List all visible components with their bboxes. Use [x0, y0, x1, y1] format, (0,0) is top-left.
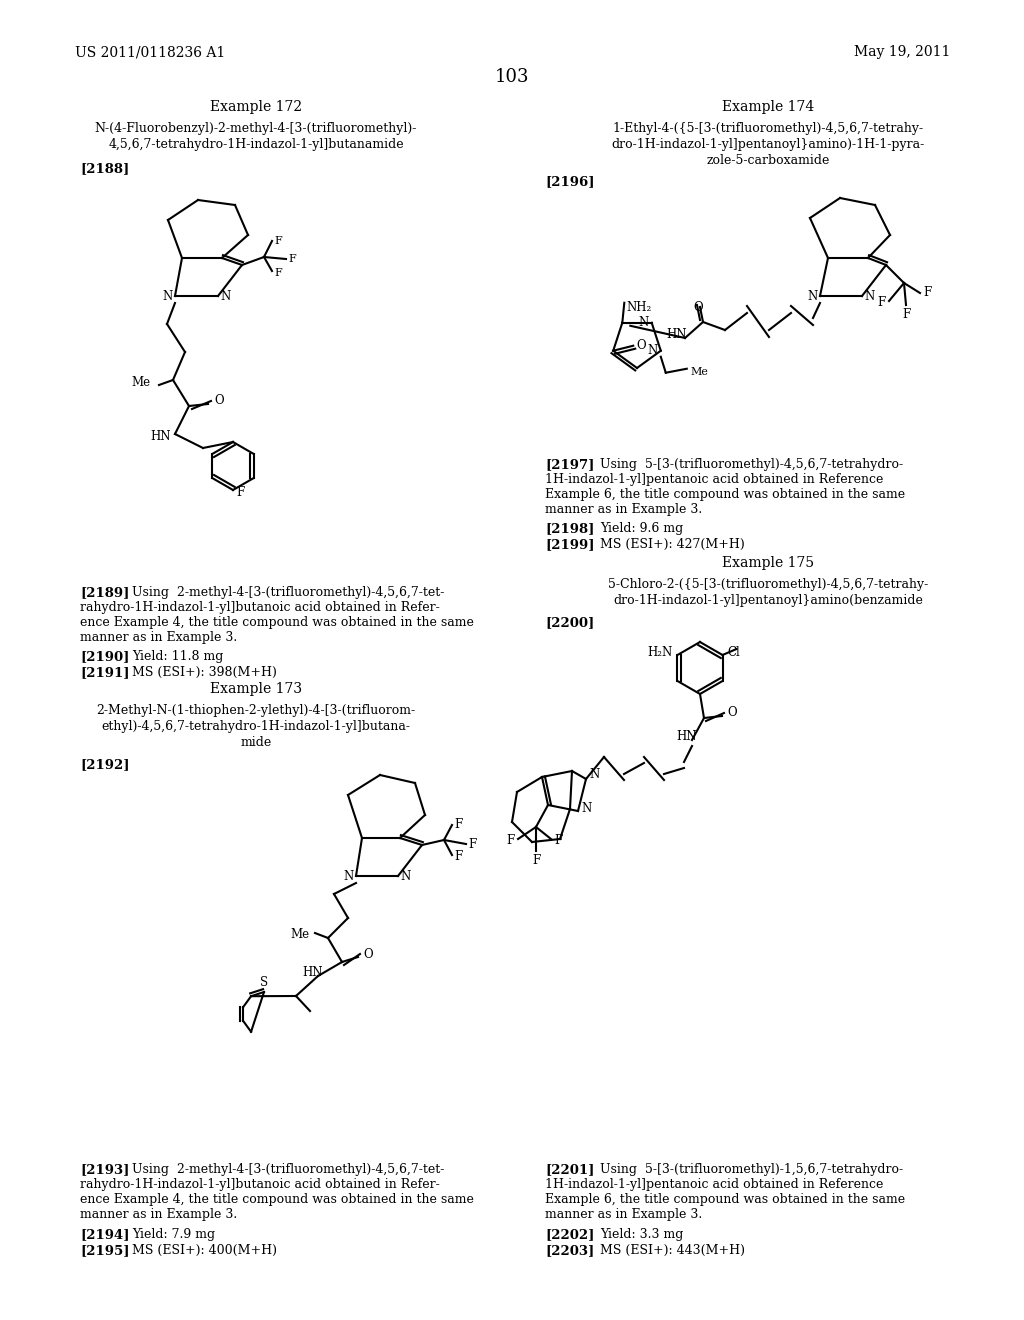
Text: Using  5-[3-(trifluoromethyl)-4,5,6,7-tetrahydro-: Using 5-[3-(trifluoromethyl)-4,5,6,7-tet… — [600, 458, 903, 471]
Text: N: N — [581, 803, 591, 816]
Text: Yield: 7.9 mg: Yield: 7.9 mg — [132, 1228, 215, 1241]
Text: N: N — [808, 289, 818, 302]
Text: F: F — [902, 308, 910, 321]
Text: manner as in Example 3.: manner as in Example 3. — [80, 631, 238, 644]
Text: [2200]: [2200] — [545, 616, 594, 630]
Text: Example 173: Example 173 — [210, 682, 302, 696]
Text: [2191]: [2191] — [80, 667, 129, 678]
Text: 103: 103 — [495, 69, 529, 86]
Text: MS (ESI+): 398(M+H): MS (ESI+): 398(M+H) — [132, 667, 276, 678]
Text: F: F — [923, 286, 931, 300]
Text: F: F — [554, 834, 562, 847]
Text: dro-1H-indazol-1-yl]pentanoyl}amino)-1H-1-pyra-: dro-1H-indazol-1-yl]pentanoyl}amino)-1H-… — [611, 139, 925, 150]
Text: O: O — [636, 339, 646, 352]
Text: N: N — [220, 289, 230, 302]
Text: Cl: Cl — [727, 645, 740, 659]
Text: N: N — [589, 768, 599, 781]
Text: US 2011/0118236 A1: US 2011/0118236 A1 — [75, 45, 225, 59]
Text: [2189]: [2189] — [80, 586, 129, 599]
Text: [2196]: [2196] — [545, 176, 595, 187]
Text: S: S — [260, 975, 268, 989]
Text: N: N — [647, 345, 657, 358]
Text: Example 175: Example 175 — [722, 556, 814, 570]
Text: Using  5-[3-(trifluoromethyl)-1,5,6,7-tetrahydro-: Using 5-[3-(trifluoromethyl)-1,5,6,7-tet… — [600, 1163, 903, 1176]
Text: F: F — [274, 236, 282, 246]
Text: [2198]: [2198] — [545, 521, 594, 535]
Text: F: F — [468, 837, 476, 850]
Text: rahydro-1H-indazol-1-yl]butanoic acid obtained in Refer-: rahydro-1H-indazol-1-yl]butanoic acid ob… — [80, 1177, 439, 1191]
Text: Using  2-methyl-4-[3-(trifluoromethyl)-4,5,6,7-tet-: Using 2-methyl-4-[3-(trifluoromethyl)-4,… — [132, 586, 444, 599]
Text: F: F — [454, 850, 462, 863]
Text: manner as in Example 3.: manner as in Example 3. — [545, 503, 702, 516]
Text: N: N — [864, 289, 874, 302]
Text: mide: mide — [241, 737, 271, 748]
Text: Example 6, the title compound was obtained in the same: Example 6, the title compound was obtain… — [545, 488, 905, 502]
Text: 2-Methyl-N-(1-thiophen-2-ylethyl)-4-[3-(trifluorom-: 2-Methyl-N-(1-thiophen-2-ylethyl)-4-[3-(… — [96, 704, 416, 717]
Text: HN: HN — [677, 730, 697, 742]
Text: zole-5-carboxamide: zole-5-carboxamide — [707, 154, 829, 168]
Text: O: O — [693, 301, 702, 314]
Text: 1H-indazol-1-yl]pentanoic acid obtained in Reference: 1H-indazol-1-yl]pentanoic acid obtained … — [545, 1177, 884, 1191]
Text: [2201]: [2201] — [545, 1163, 594, 1176]
Text: [2194]: [2194] — [80, 1228, 129, 1241]
Text: H₂N: H₂N — [647, 645, 673, 659]
Text: ence Example 4, the title compound was obtained in the same: ence Example 4, the title compound was o… — [80, 616, 474, 630]
Text: [2188]: [2188] — [80, 162, 129, 176]
Text: dro-1H-indazol-1-yl]pentanoyl}amino(benzamide: dro-1H-indazol-1-yl]pentanoyl}amino(benz… — [613, 594, 923, 607]
Text: HN: HN — [667, 327, 687, 341]
Text: Using  2-methyl-4-[3-(trifluoromethyl)-4,5,6,7-tet-: Using 2-methyl-4-[3-(trifluoromethyl)-4,… — [132, 1163, 444, 1176]
Text: NH₂: NH₂ — [627, 301, 651, 314]
Text: N: N — [638, 317, 648, 329]
Text: Yield: 3.3 mg: Yield: 3.3 mg — [600, 1228, 683, 1241]
Text: [2203]: [2203] — [545, 1243, 594, 1257]
Text: O: O — [727, 706, 736, 719]
Text: HN: HN — [302, 965, 323, 978]
Text: Me: Me — [691, 367, 709, 376]
Text: F: F — [454, 818, 462, 832]
Text: ethyl)-4,5,6,7-tetrahydro-1H-indazol-1-yl]butana-: ethyl)-4,5,6,7-tetrahydro-1H-indazol-1-y… — [101, 719, 411, 733]
Text: O: O — [362, 948, 373, 961]
Text: Example 6, the title compound was obtained in the same: Example 6, the title compound was obtain… — [545, 1193, 905, 1206]
Text: Yield: 11.8 mg: Yield: 11.8 mg — [132, 649, 223, 663]
Text: MS (ESI+): 443(M+H): MS (ESI+): 443(M+H) — [600, 1243, 745, 1257]
Text: rahydro-1H-indazol-1-yl]butanoic acid obtained in Refer-: rahydro-1H-indazol-1-yl]butanoic acid ob… — [80, 601, 439, 614]
Text: Me: Me — [291, 928, 310, 941]
Text: 4,5,6,7-tetrahydro-1H-indazol-1-yl]butanamide: 4,5,6,7-tetrahydro-1H-indazol-1-yl]butan… — [109, 139, 403, 150]
Text: F: F — [878, 297, 886, 309]
Text: Yield: 9.6 mg: Yield: 9.6 mg — [600, 521, 683, 535]
Text: HN: HN — [151, 429, 171, 442]
Text: [2199]: [2199] — [545, 539, 595, 550]
Text: N: N — [400, 870, 411, 883]
Text: [2195]: [2195] — [80, 1243, 129, 1257]
Text: N-(4-Fluorobenzyl)-2-methyl-4-[3-(trifluoromethyl)-: N-(4-Fluorobenzyl)-2-methyl-4-[3-(triflu… — [95, 121, 417, 135]
Text: 5-Chloro-2-({5-[3-(trifluoromethyl)-4,5,6,7-tetrahy-: 5-Chloro-2-({5-[3-(trifluoromethyl)-4,5,… — [608, 578, 928, 591]
Text: Me: Me — [132, 376, 151, 389]
Text: Example 174: Example 174 — [722, 100, 814, 114]
Text: N: N — [344, 870, 354, 883]
Text: F: F — [274, 268, 282, 279]
Text: N: N — [163, 289, 173, 302]
Text: F: F — [531, 854, 540, 867]
Text: Example 172: Example 172 — [210, 100, 302, 114]
Text: 1-Ethyl-4-({5-[3-(trifluoromethyl)-4,5,6,7-tetrahy-: 1-Ethyl-4-({5-[3-(trifluoromethyl)-4,5,6… — [612, 121, 924, 135]
Text: [2192]: [2192] — [80, 758, 129, 771]
Text: [2190]: [2190] — [80, 649, 129, 663]
Text: 1H-indazol-1-yl]pentanoic acid obtained in Reference: 1H-indazol-1-yl]pentanoic acid obtained … — [545, 473, 884, 486]
Text: [2193]: [2193] — [80, 1163, 129, 1176]
Text: ence Example 4, the title compound was obtained in the same: ence Example 4, the title compound was o… — [80, 1193, 474, 1206]
Text: F: F — [288, 253, 296, 264]
Text: [2202]: [2202] — [545, 1228, 594, 1241]
Text: May 19, 2011: May 19, 2011 — [854, 45, 950, 59]
Text: manner as in Example 3.: manner as in Example 3. — [80, 1208, 238, 1221]
Text: F: F — [236, 486, 245, 499]
Text: O: O — [214, 395, 223, 408]
Text: [2197]: [2197] — [545, 458, 594, 471]
Text: manner as in Example 3.: manner as in Example 3. — [545, 1208, 702, 1221]
Text: MS (ESI+): 400(M+H): MS (ESI+): 400(M+H) — [132, 1243, 278, 1257]
Text: F: F — [507, 834, 515, 847]
Text: MS (ESI+): 427(M+H): MS (ESI+): 427(M+H) — [600, 539, 744, 550]
